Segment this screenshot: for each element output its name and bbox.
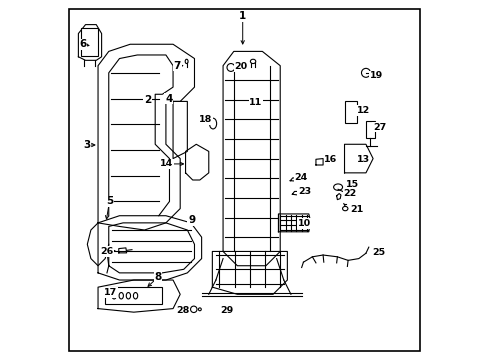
Text: 25: 25: [371, 248, 384, 257]
Text: 6: 6: [79, 39, 86, 49]
Text: 4: 4: [165, 94, 172, 104]
Text: 29: 29: [220, 306, 233, 315]
Ellipse shape: [133, 293, 138, 299]
Text: 20: 20: [234, 62, 247, 71]
Text: 14: 14: [160, 159, 173, 168]
Text: 12: 12: [356, 106, 369, 115]
Ellipse shape: [220, 308, 222, 311]
Ellipse shape: [361, 68, 370, 77]
Text: 8: 8: [154, 272, 162, 282]
Ellipse shape: [190, 306, 197, 312]
Ellipse shape: [185, 59, 188, 64]
Text: 26: 26: [100, 247, 113, 256]
Text: 13: 13: [356, 155, 369, 164]
FancyBboxPatch shape: [105, 287, 162, 304]
FancyBboxPatch shape: [365, 121, 374, 138]
Text: 16: 16: [324, 155, 337, 164]
Text: 22: 22: [343, 189, 356, 198]
Text: 7: 7: [173, 61, 181, 71]
Text: 21: 21: [350, 205, 363, 214]
Text: 15: 15: [345, 180, 358, 189]
Text: 5: 5: [105, 197, 113, 206]
Text: 18: 18: [199, 116, 212, 125]
Text: 27: 27: [372, 123, 386, 132]
Text: 11: 11: [249, 98, 262, 107]
Ellipse shape: [112, 293, 116, 299]
Ellipse shape: [198, 308, 201, 311]
Text: 1: 1: [239, 12, 246, 21]
Text: 10: 10: [297, 219, 310, 228]
Text: 23: 23: [297, 187, 310, 196]
Text: 9: 9: [188, 215, 195, 225]
Ellipse shape: [126, 293, 130, 299]
Ellipse shape: [209, 118, 216, 129]
Ellipse shape: [342, 206, 347, 211]
Ellipse shape: [119, 293, 123, 299]
Ellipse shape: [226, 64, 234, 71]
Ellipse shape: [250, 59, 255, 64]
Ellipse shape: [333, 184, 342, 190]
Text: 19: 19: [369, 71, 383, 80]
Ellipse shape: [223, 306, 229, 312]
Text: 2: 2: [143, 95, 151, 105]
Text: 17: 17: [104, 288, 117, 297]
Text: 3: 3: [83, 140, 90, 150]
Text: 28: 28: [176, 306, 189, 315]
Text: 24: 24: [294, 173, 307, 182]
FancyBboxPatch shape: [81, 28, 98, 56]
FancyBboxPatch shape: [344, 102, 356, 123]
